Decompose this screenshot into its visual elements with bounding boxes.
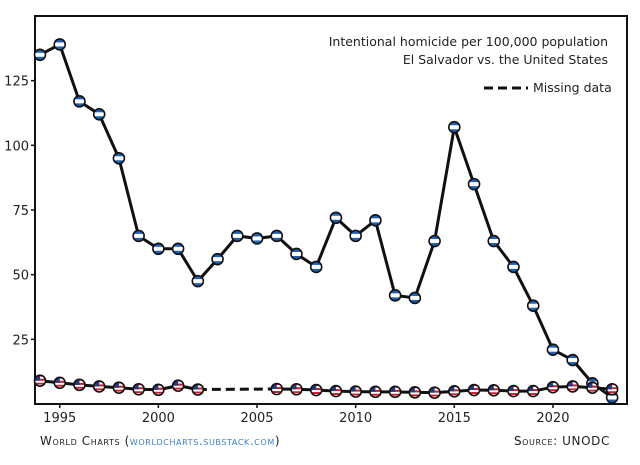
y-tick-label: 125 [4,75,29,90]
data-point-el-salvador [290,247,303,261]
series-line-el-salvador [39,42,614,399]
x-tick-label: 2020 [536,411,569,426]
data-point-el-salvador [152,242,165,256]
x-tick-label: 2005 [240,411,273,426]
data-point-el-salvador [250,232,264,245]
y-axis-ticks: 25 50 75 100 125 [4,75,35,348]
legend: Missing data [484,80,612,95]
x-tick-label: 2010 [339,411,372,426]
series-lines [39,42,614,399]
data-point-el-salvador [53,38,67,51]
data-point-united-states [507,384,520,398]
footer-link[interactable]: worldcharts.substack.com [129,434,275,448]
data-point-el-salvador [526,299,540,313]
data-point-el-salvador [230,229,244,243]
data-point-el-salvador [546,343,560,356]
homicide-line-chart: 25 50 75 100 125 1995 2000 2005 2010 2015 2020 In… [4,15,628,426]
x-axis-ticks: 1995 2000 2005 2010 2015 2020 [43,404,569,426]
missing-data-dashed-line [197,387,277,392]
data-point-united-states [467,383,481,397]
data-point-united-states [526,384,540,398]
data-point-el-salvador [191,274,205,288]
data-point-united-states [92,380,106,393]
data-point-united-states [369,385,382,399]
data-point-el-salvador [270,229,284,243]
data-point-el-salvador [388,289,402,302]
data-point-united-states [33,374,47,388]
data-point-united-states [605,382,619,396]
data-point-united-states [388,385,402,399]
series-markers [33,38,619,404]
data-point-united-states [586,381,599,395]
x-tick-label: 1995 [43,411,76,426]
data-point-united-states [290,382,303,396]
data-point-united-states [349,385,362,398]
x-tick-label: 2015 [438,411,471,426]
data-point-el-salvador [507,260,520,274]
data-point-el-salvador [132,229,145,243]
series-line-united-states [276,384,613,395]
y-tick-label: 75 [12,204,29,219]
data-point-el-salvador [487,234,501,248]
data-point-el-salvador [211,252,224,266]
data-point-united-states [53,376,67,390]
chart-subtitle: El Salvador vs. the United States [403,52,608,67]
y-tick-label: 25 [12,333,29,348]
data-point-united-states [329,384,343,398]
data-point-el-salvador [448,120,461,134]
data-point-el-salvador [369,214,382,227]
data-point-el-salvador [329,211,343,225]
data-point-el-salvador [33,48,47,62]
data-point-united-states [408,386,422,399]
plot-frame [34,15,628,405]
data-point-united-states [448,385,461,398]
data-point-united-states [309,383,323,397]
data-point-el-salvador [566,353,579,367]
data-point-united-states [112,381,126,395]
data-point-united-states [191,383,205,396]
data-point-united-states [566,380,579,393]
footer-source: Source: UNODC [513,434,610,448]
data-point-el-salvador [92,107,106,121]
data-point-el-salvador [349,229,362,243]
data-point-el-salvador [408,291,422,305]
legend-missing-data-label: Missing data [533,80,612,95]
footer-brand: World Charts [40,434,121,448]
data-point-el-salvador [171,242,185,256]
data-point-united-states [546,380,560,394]
data-point-united-states [487,383,501,397]
data-point-el-salvador [467,177,481,191]
data-point-united-states [132,382,145,396]
data-point-united-states [428,386,441,399]
footer-credit: World Charts (worldcharts.substack.com) [40,434,280,448]
data-point-el-salvador [428,234,441,248]
footer-open-paren: ( [120,434,130,448]
y-tick-label: 50 [12,269,29,284]
footer-close-paren: ) [274,434,281,448]
x-tick-label: 2000 [142,411,175,426]
data-point-el-salvador [309,260,323,274]
data-point-el-salvador [73,95,86,108]
chart-title: Intentional homicide per 100,000 populat… [329,34,608,49]
data-point-united-states [73,378,86,392]
y-tick-label: 100 [4,139,29,154]
data-point-united-states [171,379,185,392]
data-point-united-states [270,382,284,396]
data-point-united-states [152,383,165,397]
data-point-el-salvador [112,151,126,165]
